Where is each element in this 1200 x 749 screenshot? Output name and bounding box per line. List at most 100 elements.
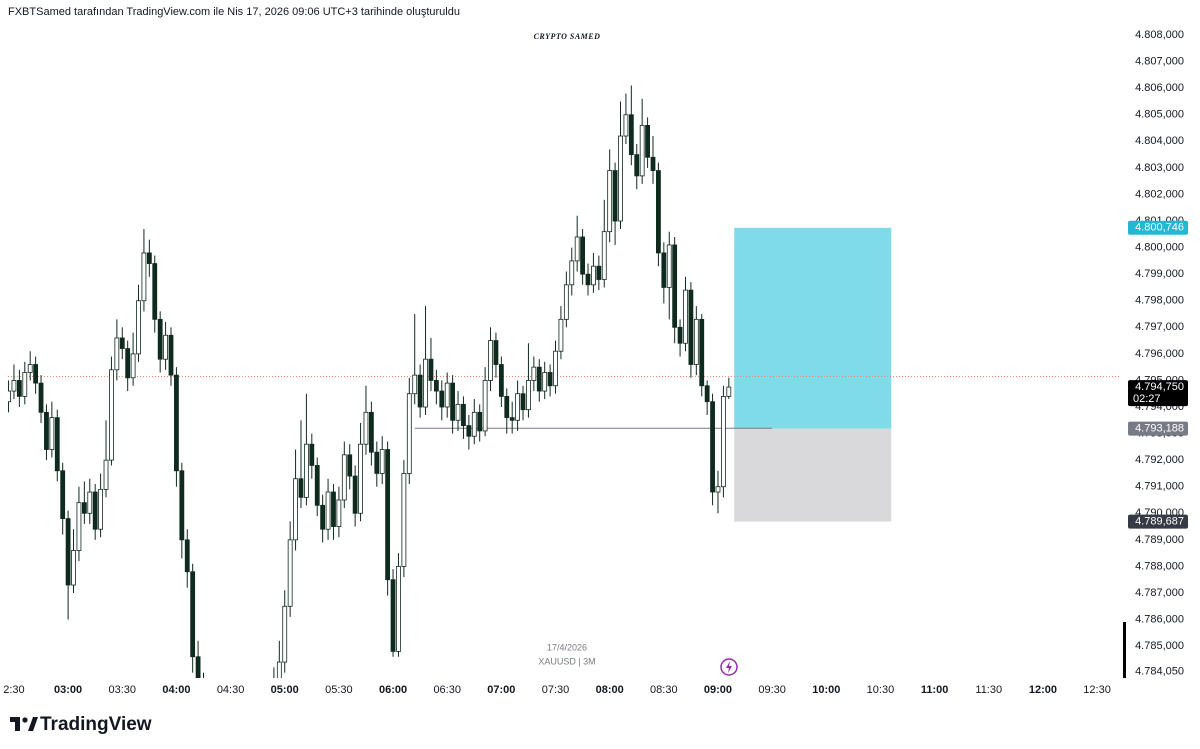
candle-body	[406, 393, 412, 474]
candle-body	[515, 393, 521, 421]
candle-body	[103, 459, 109, 490]
candle-body	[303, 443, 309, 498]
price-tag	[1128, 380, 1188, 407]
candle-body	[688, 289, 694, 365]
date-label: 17/4/2026	[547, 642, 587, 652]
y-tick-label: 4.797,000	[1135, 321, 1184, 333]
price-tag	[1128, 421, 1188, 436]
candle-body	[256, 721, 260, 742]
candle-body	[71, 550, 76, 586]
candle-body	[656, 170, 661, 254]
price-tag-label: 4.800,746	[1135, 222, 1184, 234]
candle-body	[352, 475, 358, 514]
price-tag-label: 4.789,687	[1135, 516, 1184, 528]
candle-body	[27, 364, 33, 373]
candle-body	[358, 443, 363, 514]
x-tick-label: 04:30	[217, 684, 245, 696]
candle-body	[184, 539, 190, 573]
candle-body	[547, 372, 553, 387]
candle-body	[536, 366, 542, 392]
candle-body	[672, 244, 678, 328]
candle-body	[38, 382, 44, 413]
candle-body	[704, 385, 710, 403]
candle-body	[385, 449, 391, 581]
candle-body	[645, 124, 650, 158]
x-tick-label: 12:30	[1083, 684, 1111, 696]
candle-body	[223, 710, 227, 723]
candle-body	[374, 451, 380, 474]
candle-body	[119, 337, 125, 349]
candle-body	[553, 350, 558, 387]
candle-body	[601, 231, 607, 280]
candle-body	[276, 661, 282, 678]
candle-body	[493, 340, 499, 365]
candle-body	[379, 449, 385, 474]
candle-body	[488, 340, 493, 381]
candle-body	[146, 252, 152, 264]
x-tick-label: 10:30	[867, 684, 895, 696]
candle-body	[634, 154, 640, 177]
y-tick-label: 4.796,000	[1135, 348, 1184, 360]
candle-body	[683, 289, 688, 344]
y-tick-label: 4.791,000	[1135, 481, 1184, 493]
candle-body	[412, 374, 418, 395]
candle-body	[229, 710, 233, 731]
candle-body	[607, 170, 613, 233]
candle-body	[526, 380, 531, 411]
countdown-label: 02:27	[1133, 393, 1161, 405]
x-tick-label: 05:00	[271, 684, 299, 696]
candle-body	[125, 348, 131, 379]
candle-body	[428, 358, 434, 381]
candle-body	[450, 382, 456, 421]
candle-body	[666, 244, 672, 288]
candle-body	[715, 486, 721, 493]
candle-body	[114, 337, 120, 371]
candle-body	[618, 135, 623, 222]
x-tick-label: 07:30	[542, 684, 570, 696]
x-tick-label: 06:00	[379, 684, 407, 696]
flash-icon	[720, 658, 738, 676]
candle-body	[396, 566, 401, 652]
candle-body	[336, 499, 342, 527]
y-tick-label: 4.784,050	[1135, 665, 1184, 677]
y-tick-label: 4.806,000	[1135, 82, 1184, 94]
price-tag-label: 4.794,750	[1135, 381, 1184, 393]
plot-area: CRYPTO SAMED	[8, 32, 1120, 742]
x-tick-label: 03:30	[109, 684, 137, 696]
x-tick-label: 03:00	[54, 684, 82, 696]
x-tick-label: 06:30	[433, 684, 461, 696]
candle-body	[168, 334, 174, 376]
candle-body	[152, 263, 158, 320]
candle-body	[417, 374, 423, 408]
candle-body	[16, 380, 22, 397]
candle-body	[22, 372, 28, 397]
x-tick-label: 08:30	[650, 684, 678, 696]
candle-body	[314, 465, 320, 506]
candle-body	[509, 417, 515, 421]
candle-body	[677, 326, 683, 344]
candle-body	[293, 478, 298, 541]
candle-body	[585, 273, 591, 286]
candle-body	[363, 411, 369, 445]
candle-body	[65, 518, 71, 586]
candle-body	[699, 318, 705, 387]
x-tick-label: 12:00	[1029, 684, 1057, 696]
candle-body	[87, 491, 93, 514]
candle-body	[130, 353, 136, 379]
x-tick-label: 2:30	[3, 684, 24, 696]
candle-body	[368, 411, 374, 453]
candle-body	[591, 265, 596, 286]
y-tick-label: 4.808,000	[1135, 29, 1184, 41]
y-tick-label: 4.807,000	[1135, 56, 1184, 68]
x-tick-label: 04:00	[162, 684, 190, 696]
candle-body	[347, 454, 353, 477]
candle-body	[331, 491, 336, 527]
symbol-label: XAUUSD | 3M	[538, 656, 595, 666]
candle-body	[542, 372, 548, 392]
candle-body	[157, 318, 163, 360]
candle-body	[596, 265, 602, 280]
price-tag	[1128, 514, 1188, 529]
candle-body	[109, 369, 114, 461]
candle-body	[179, 470, 185, 541]
candle-body	[341, 454, 347, 501]
